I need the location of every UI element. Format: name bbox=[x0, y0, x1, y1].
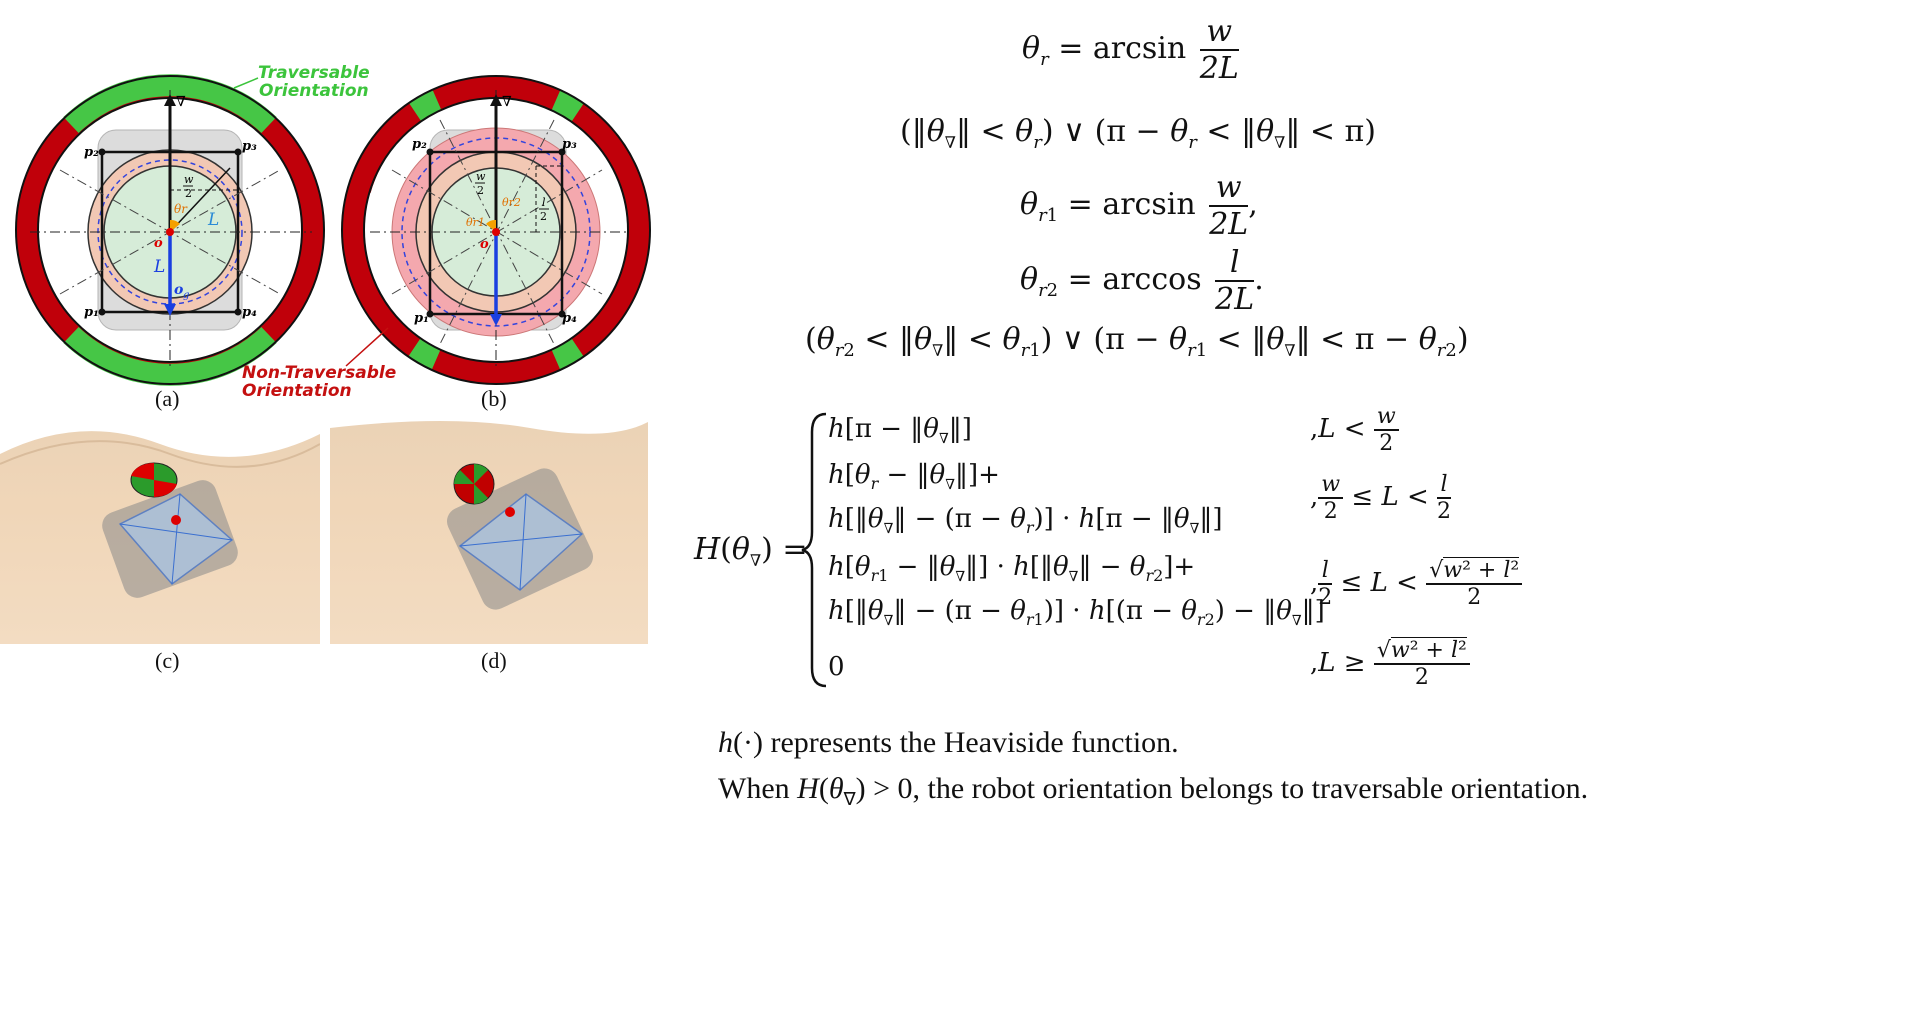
ring-segment-green-top bbox=[63, 74, 277, 134]
svg-text:θr: θr bbox=[174, 202, 188, 216]
equation-H-lhs: H(θ∇) = bbox=[694, 532, 808, 570]
case-2-expr-b: h[‖θ∇‖ − (π − θr)] · h[π − ‖θ∇‖] bbox=[828, 504, 1223, 538]
case-1-cond: ,L < w 2 bbox=[1310, 404, 1399, 456]
traversable-pointer bbox=[233, 77, 259, 89]
svg-text:w: w bbox=[184, 173, 194, 186]
svg-text:w: w bbox=[476, 170, 486, 183]
svg-text:2: 2 bbox=[540, 210, 547, 223]
equation-theta-r: θr = arcsin w 2L bbox=[1022, 14, 1239, 86]
label-p3: p₃ bbox=[242, 139, 257, 154]
panel-c-simulation bbox=[0, 414, 320, 644]
label-p4: p₄ bbox=[242, 305, 257, 320]
caption-d: (d) bbox=[481, 648, 507, 673]
case-4-expr: 0 bbox=[828, 652, 845, 682]
equation-theta-r2: θr2 = arccos l 2L . bbox=[1020, 245, 1264, 317]
svg-text:L: L bbox=[153, 257, 165, 277]
svg-text:∇: ∇ bbox=[176, 94, 186, 110]
ring-segment-green-bottom bbox=[63, 326, 277, 386]
label-p1: p₁ bbox=[84, 305, 99, 320]
svg-text:∇: ∇ bbox=[502, 94, 512, 110]
caption-b: (b) bbox=[481, 386, 507, 411]
svg-text:g: g bbox=[183, 290, 189, 301]
equation-condition-2: (θr2 < ‖θ∇‖ < θr1) ∨ (π − θr1 < ‖θ∇‖ < π… bbox=[805, 322, 1469, 361]
case-1-expr: h[π − ‖θ∇‖] bbox=[828, 414, 972, 448]
svg-text:p₁: p₁ bbox=[414, 311, 429, 326]
case-3-expr-a: h[θr1 − ‖θ∇‖] · h[‖θ∇‖ − θr2]+ bbox=[828, 552, 1196, 586]
heaviside-note: h(·) represents the Heaviside function. bbox=[718, 726, 1179, 759]
svg-text:p₃: p₃ bbox=[562, 137, 577, 152]
svg-text:2: 2 bbox=[185, 187, 192, 200]
conclusion-note: When H(θ∇) > 0, the robot orientation be… bbox=[718, 772, 1589, 809]
svg-text:o: o bbox=[154, 236, 163, 251]
svg-text:l: l bbox=[542, 196, 546, 209]
case-2-cond: , w 2 ≤ L < l 2 bbox=[1310, 472, 1452, 524]
case-2-expr-a: h[θr − ‖θ∇‖]+ bbox=[828, 460, 1000, 494]
traversable-label: Traversable Orientation bbox=[258, 63, 370, 101]
label-p2: p₂ bbox=[84, 145, 99, 160]
svg-text:p₂: p₂ bbox=[412, 137, 427, 152]
non-traversable-pointer bbox=[345, 327, 389, 367]
svg-text:θr2: θr2 bbox=[502, 196, 521, 209]
svg-text:o: o bbox=[174, 282, 183, 298]
svg-text:2: 2 bbox=[477, 184, 484, 197]
case-4-cond: ,L ≥ √w² + l² 2 bbox=[1310, 637, 1470, 690]
equation-condition-1: (‖θ∇‖ < θr) ∨ (π − θr < ‖θ∇‖ < π) bbox=[900, 114, 1376, 153]
equation-theta-r1: θr1 = arcsin w 2L , bbox=[1020, 170, 1258, 242]
svg-text:L: L bbox=[207, 210, 219, 230]
panel-d-simulation bbox=[330, 414, 648, 644]
svg-text:o: o bbox=[480, 237, 489, 252]
panel-a-diagram: p₂ p₃ p₁ p₄ ∇ w 2 θr L L o o g bbox=[15, 74, 325, 386]
svg-text:θr1: θr1 bbox=[466, 216, 485, 229]
caption-a: (a) bbox=[155, 386, 180, 411]
case-3-cond: , l 2 ≤ L < √w² + l² 2 bbox=[1310, 557, 1523, 610]
piecewise-brace bbox=[801, 412, 827, 688]
non-traversable-label: Non-Traversable Orientation bbox=[242, 363, 397, 401]
case-3-expr-b: h[‖θ∇‖ − (π − θr1)] · h[(π − θr2) − ‖θ∇‖… bbox=[828, 596, 1325, 630]
panel-b-diagram: p₂ p₃ p₁ p₄ ∇ w 2 l 2 θr1 θr2 o bbox=[341, 75, 651, 385]
caption-c: (c) bbox=[155, 648, 180, 673]
svg-text:p₄: p₄ bbox=[562, 311, 577, 326]
